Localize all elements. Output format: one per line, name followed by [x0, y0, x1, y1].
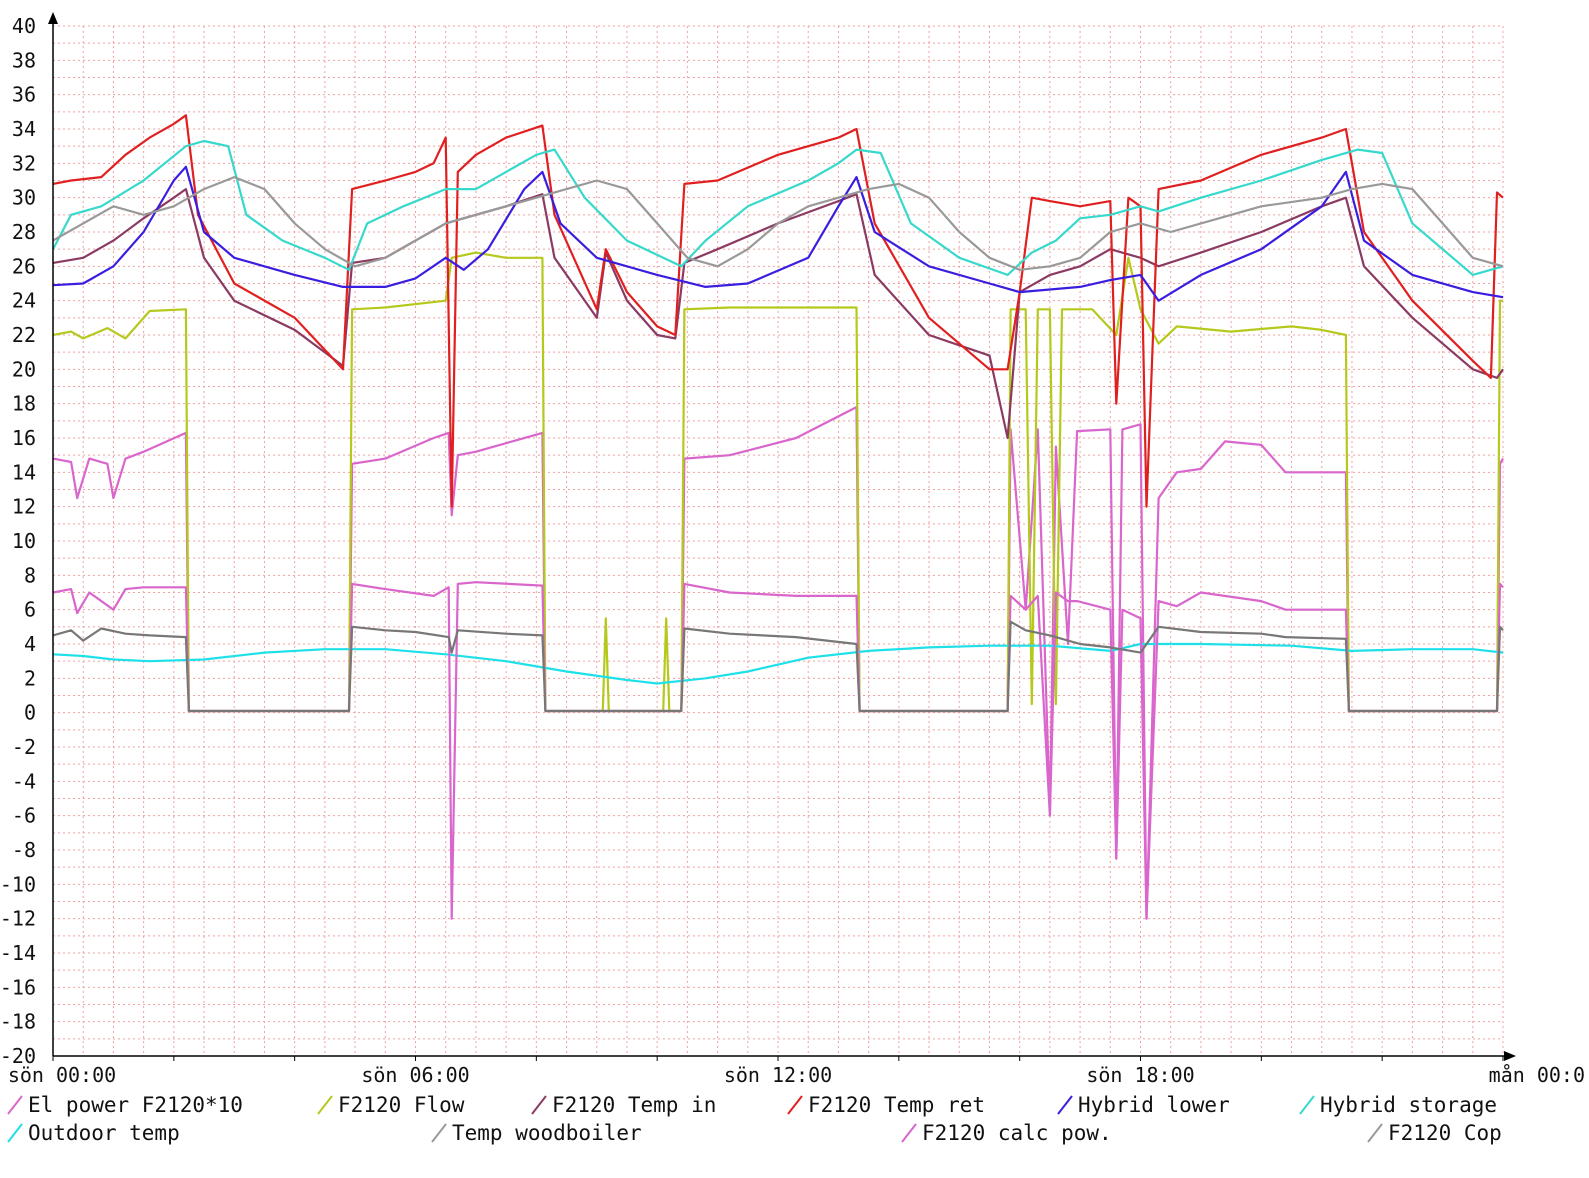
grid: [52, 25, 1504, 1057]
y-tick-label: 30: [12, 186, 36, 210]
series-line-1: [52, 251, 1503, 713]
y-tick-label: -6: [12, 804, 36, 828]
x-tick-labels: sön 00:00 sön 06:00 sön 12:00 sön 18:00 mån …: [8, 1063, 1585, 1087]
y-tick-label: 26: [12, 254, 36, 278]
y-tick-label: 12: [12, 495, 36, 519]
legend-swatch-icon: [1367, 1123, 1383, 1143]
x-tick-label: sön 06:00: [361, 1063, 469, 1087]
y-tick-labels: 4038363432302826242220181614121086420-2-…: [0, 14, 36, 1068]
legend-label: Outdoor temp: [28, 1121, 180, 1145]
y-tick-label: -10: [0, 872, 36, 896]
legend-label: F2120 Temp ret: [808, 1093, 985, 1117]
y-tick-label: 6: [24, 598, 36, 622]
y-tick-label: 20: [12, 357, 36, 381]
y-tick-label: 38: [12, 48, 36, 72]
x-axis-arrow-icon: [1504, 1051, 1516, 1061]
legend-label: Hybrid storage: [1320, 1093, 1497, 1117]
axes: [48, 12, 1516, 1061]
y-tick-label: 18: [12, 392, 36, 416]
y-tick-label: -20: [0, 1044, 36, 1068]
legend-swatch-icon: [7, 1123, 23, 1143]
y-tick-label: -12: [0, 907, 36, 931]
legend-label: F2120 Temp in: [552, 1093, 716, 1117]
y-tick-label: -18: [0, 1010, 36, 1034]
series-lines: [52, 114, 1504, 920]
y-tick-label: 34: [12, 117, 36, 141]
legend-swatch-icon: [787, 1095, 803, 1115]
series-line-6: [52, 642, 1504, 685]
series-line-9: [52, 620, 1504, 713]
y-tick-label: 24: [12, 289, 36, 313]
y-tick-label: 2: [24, 666, 36, 690]
legend-label: Temp woodboiler: [452, 1121, 642, 1145]
legend-swatch-icon: [1057, 1095, 1073, 1115]
series-line-3: [52, 114, 1504, 508]
y-tick-label: 28: [12, 220, 36, 244]
legend-label: Hybrid lower: [1078, 1093, 1230, 1117]
legend-swatch-icon: [1299, 1095, 1315, 1115]
legend-swatch-icon: [901, 1123, 917, 1143]
x-tick-label: mån 00:0: [1489, 1063, 1585, 1087]
x-tick-label: sön 18:00: [1086, 1063, 1194, 1087]
x-tick-label: sön 12:00: [724, 1063, 832, 1087]
legend: El power F2120*10 F2120 Flow F2120 Temp in…: [7, 1093, 1502, 1145]
legend-label: F2120 calc pow.: [922, 1121, 1112, 1145]
y-tick-label: 0: [24, 701, 36, 725]
y-tick-label: -4: [12, 769, 36, 793]
series-line-7: [52, 176, 1504, 271]
y-tick-label: 10: [12, 529, 36, 553]
y-tick-label: -2: [12, 735, 36, 759]
x-tick-label: sön 00:00: [8, 1063, 116, 1087]
series-line-5: [52, 139, 1504, 276]
y-tick-label: -16: [0, 975, 36, 999]
legend-swatch-icon: [531, 1095, 547, 1115]
y-tick-label: 32: [12, 151, 36, 175]
legend-label: F2120 Cop: [1388, 1121, 1502, 1145]
legend-label: El power F2120*10: [28, 1093, 243, 1117]
y-tick-label: 36: [12, 83, 36, 107]
y-tick-label: -8: [12, 838, 36, 862]
y-tick-label: 22: [12, 323, 36, 347]
series-line-4: [52, 165, 1504, 302]
y-tick-label: -14: [0, 941, 36, 965]
y-axis-arrow-icon: [48, 12, 58, 24]
y-tick-label: 4: [24, 632, 36, 656]
legend-label: F2120 Flow: [338, 1093, 465, 1117]
y-tick-label: 16: [12, 426, 36, 450]
y-tick-label: 40: [12, 14, 36, 38]
y-tick-label: 8: [24, 563, 36, 587]
y-tick-label: 14: [12, 460, 36, 484]
legend-swatch-icon: [7, 1095, 23, 1115]
legend-swatch-icon: [431, 1123, 447, 1143]
legend-swatch-icon: [317, 1095, 333, 1115]
